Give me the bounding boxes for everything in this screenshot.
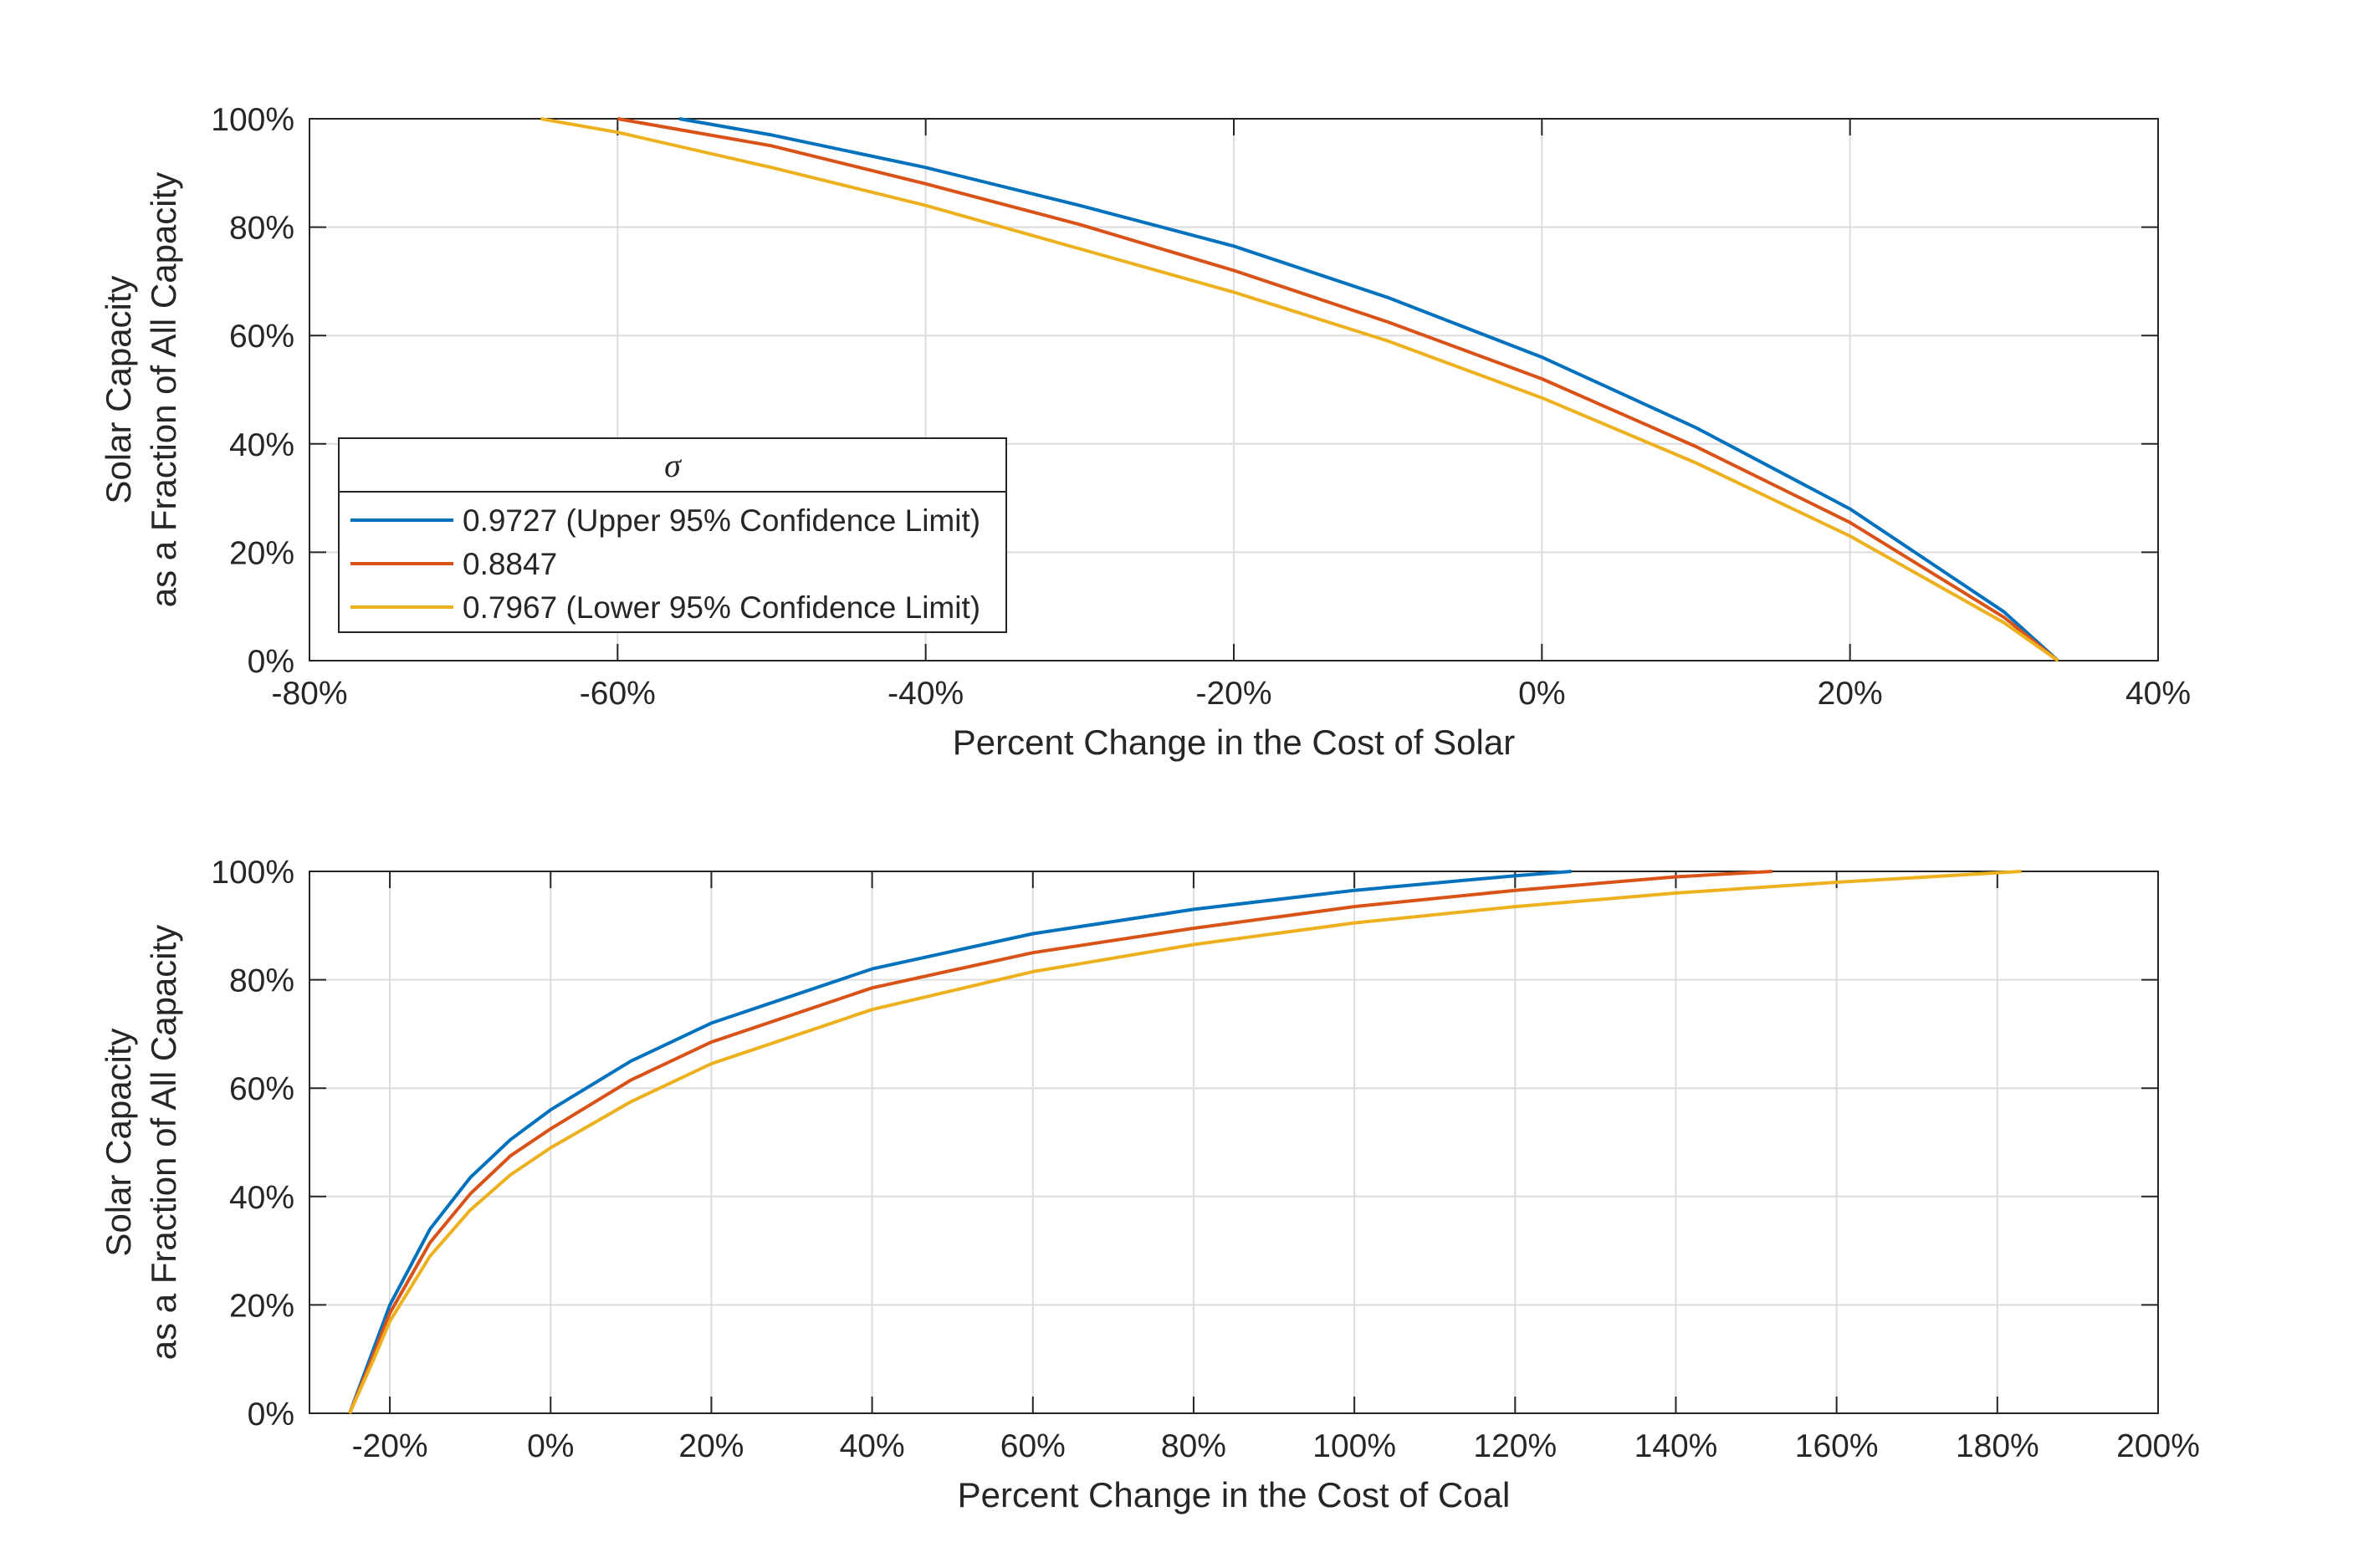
x-tick-label: 80%: [1161, 1428, 1226, 1464]
x-tick-label: 20%: [1818, 676, 1883, 712]
tick-marks: [309, 871, 2159, 1414]
x-tick-label: 0%: [527, 1428, 574, 1464]
legend-label-2: 0.7967 (Lower 95% Confidence Limit): [463, 590, 980, 625]
x-tick-label: 40%: [2125, 676, 2191, 712]
x-tick-label: 20%: [678, 1428, 744, 1464]
series-line-0: [678, 117, 2059, 662]
x-tick-label: 0%: [1518, 676, 1565, 712]
series-line-1: [348, 870, 1772, 1414]
tick-marks: [309, 118, 2159, 661]
x-tick-label: 160%: [1795, 1428, 1879, 1464]
x-tick-label: 180%: [1956, 1428, 2039, 1464]
y-tick-label: 20%: [229, 535, 294, 571]
legend-label-1: 0.8847: [463, 547, 557, 581]
bottom-chart-coal-cost: -20% 0% 20% 40% 60% 80% 100% 120% 140% 160% 180% 20…: [99, 855, 2200, 1514]
y-tick-label: 80%: [229, 211, 294, 247]
x-tick-label: 40%: [840, 1428, 905, 1464]
axes-box: [309, 871, 2159, 1414]
series-line-1: [616, 117, 2059, 662]
y-tick-label: 40%: [229, 427, 294, 463]
top-chart-solar-cost: -80% -60% -40% -20% 0% 20% 40% 0% 20% 40% 60% 80% 10…: [99, 102, 2191, 762]
y-axis-label-line2: as a Fraction of All Capacity: [144, 925, 183, 1361]
x-axis-label: Percent Change in the Cost of Coal: [958, 1475, 1511, 1514]
x-tick-label: 100%: [1312, 1428, 1396, 1464]
x-tick-label: 200%: [2116, 1428, 2200, 1464]
plot-area: [309, 871, 2158, 1413]
y-tick-label: 80%: [229, 963, 294, 999]
series-line-2: [348, 870, 2022, 1414]
legend-label-0: 0.9727 (Upper 95% Confidence Limit): [463, 503, 980, 538]
y-tick-label: 20%: [229, 1288, 294, 1324]
x-tick-label: 140%: [1634, 1428, 1718, 1464]
series-line-2: [540, 117, 2059, 662]
y-tick-label: 60%: [229, 319, 294, 355]
y-tick-label: 100%: [211, 102, 294, 138]
x-tick-label: 60%: [1000, 1428, 1066, 1464]
y-tick-label: 0%: [248, 1397, 294, 1433]
y-axis-label: Solar Capacity as a Fraction of All Capac…: [99, 925, 183, 1361]
y-axis-label: Solar Capacity as a Fraction of All Capac…: [99, 172, 183, 608]
legend: σ 0.9727 (Upper 95% Confidence Limit) 0.88…: [338, 437, 1007, 633]
x-tick-label: -40%: [887, 676, 964, 712]
x-tick-label: -20%: [352, 1428, 428, 1464]
x-tick-label: -20%: [1195, 676, 1271, 712]
y-tick-label: 0%: [248, 644, 294, 680]
legend-title: σ: [664, 447, 682, 484]
legend-box: [338, 437, 1007, 633]
y-tick-label: 60%: [229, 1071, 294, 1107]
x-tick-label: -60%: [580, 676, 656, 712]
series-line-0: [348, 870, 1572, 1414]
x-tick-label: 120%: [1473, 1428, 1557, 1464]
x-axis-label: Percent Change in the Cost of Solar: [953, 723, 1515, 762]
y-axis-label-line1: Solar Capacity: [99, 1028, 138, 1256]
y-tick-label: 40%: [229, 1180, 294, 1216]
y-axis-label-line2: as a Fraction of All Capacity: [144, 172, 183, 608]
y-axis-label-line1: Solar Capacity: [99, 275, 138, 503]
y-tick-label: 100%: [211, 855, 294, 891]
x-tick-label: -80%: [271, 676, 347, 712]
